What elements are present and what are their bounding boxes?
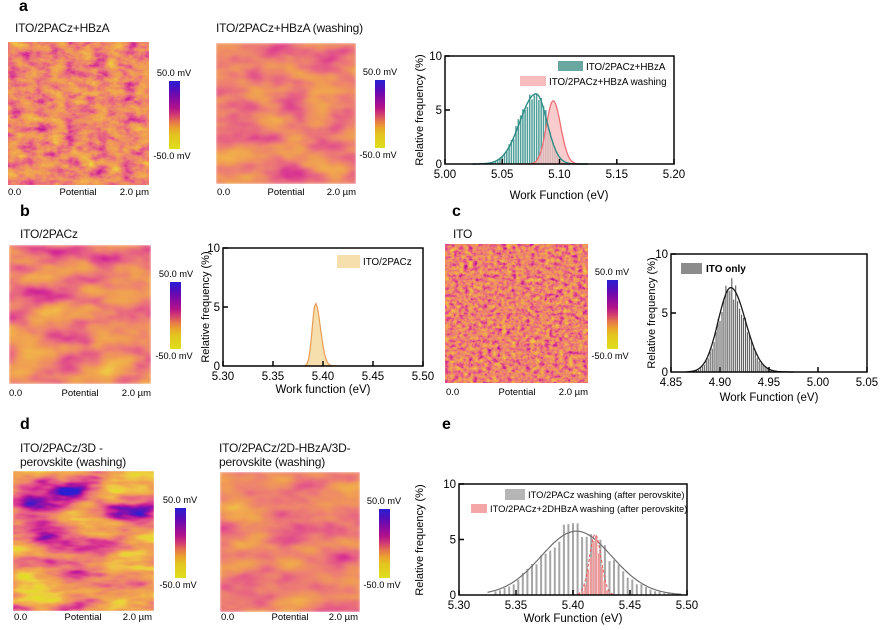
svg-text:5: 5 bbox=[662, 308, 668, 320]
svg-text:0: 0 bbox=[214, 361, 220, 373]
svg-text:5.30: 5.30 bbox=[212, 371, 234, 383]
svg-text:5.10: 5.10 bbox=[548, 169, 570, 181]
svg-text:ITO only: ITO only bbox=[706, 264, 746, 275]
svg-text:ITO/2PACz+HBzA: ITO/2PACz+HBzA bbox=[586, 62, 666, 73]
svg-text:5.05: 5.05 bbox=[856, 377, 878, 389]
svg-text:ITO/2PACz+2DHBzA washing (afte: ITO/2PACz+2DHBzA washing (after perovski… bbox=[490, 503, 687, 514]
svg-text:5.50: 5.50 bbox=[412, 371, 434, 383]
svg-text:5.00: 5.00 bbox=[807, 377, 829, 389]
svg-text:5.05: 5.05 bbox=[491, 169, 513, 181]
svg-text:10: 10 bbox=[443, 479, 456, 491]
svg-text:10: 10 bbox=[429, 51, 442, 63]
svg-text:0: 0 bbox=[436, 159, 442, 171]
svg-text:5.40: 5.40 bbox=[562, 600, 584, 612]
svg-text:Relative frequency (%): Relative frequency (%) bbox=[415, 484, 426, 595]
svg-text:Work Function (eV): Work Function (eV) bbox=[720, 392, 819, 404]
svg-text:Work function (eV): Work function (eV) bbox=[275, 384, 370, 396]
svg-text:4.85: 4.85 bbox=[660, 377, 682, 389]
svg-text:5: 5 bbox=[436, 105, 442, 117]
svg-text:4.90: 4.90 bbox=[709, 377, 731, 389]
svg-text:0: 0 bbox=[662, 367, 668, 379]
svg-text:5.45: 5.45 bbox=[619, 600, 641, 612]
svg-text:5.40: 5.40 bbox=[312, 371, 334, 383]
svg-text:Work Function (eV): Work Function (eV) bbox=[510, 190, 609, 202]
svg-text:5.35: 5.35 bbox=[262, 371, 284, 383]
svg-text:10: 10 bbox=[655, 249, 668, 261]
svg-text:0: 0 bbox=[450, 590, 456, 602]
svg-text:ITO/2PACz+HBzA washing: ITO/2PACz+HBzA washing bbox=[549, 77, 667, 88]
svg-text:10: 10 bbox=[207, 243, 220, 255]
svg-text:5: 5 bbox=[214, 302, 220, 314]
svg-text:5.20: 5.20 bbox=[663, 169, 685, 181]
svg-text:Relative frequency (%): Relative frequency (%) bbox=[200, 251, 212, 362]
svg-text:5.35: 5.35 bbox=[505, 600, 527, 612]
svg-text:5.45: 5.45 bbox=[362, 371, 384, 383]
svg-text:5: 5 bbox=[450, 535, 456, 547]
svg-text:5.30: 5.30 bbox=[448, 600, 470, 612]
svg-text:5.15: 5.15 bbox=[606, 169, 628, 181]
svg-text:Work Function (eV): Work Function (eV) bbox=[524, 613, 623, 625]
svg-text:ITO/2PACz: ITO/2PACz bbox=[363, 257, 412, 268]
svg-text:Relative frequency (%): Relative frequency (%) bbox=[414, 54, 426, 165]
svg-text:5.00: 5.00 bbox=[434, 169, 456, 181]
svg-text:Relative frequency (%): Relative frequency (%) bbox=[646, 257, 658, 368]
svg-text:ITO/2PACz washing (after perov: ITO/2PACz washing (after perovskite) bbox=[528, 489, 684, 500]
svg-text:5.50: 5.50 bbox=[676, 600, 698, 612]
svg-text:4.95: 4.95 bbox=[758, 377, 780, 389]
